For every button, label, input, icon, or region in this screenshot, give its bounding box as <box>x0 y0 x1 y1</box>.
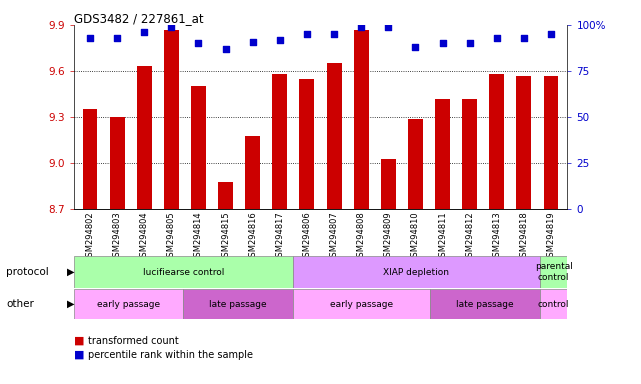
Text: ■: ■ <box>74 350 84 360</box>
Point <box>139 29 149 35</box>
Bar <box>137 66 152 209</box>
Text: GSM294803: GSM294803 <box>113 211 122 262</box>
Point <box>465 40 475 46</box>
Text: GSM294816: GSM294816 <box>248 211 257 262</box>
Point <box>302 31 312 37</box>
Point <box>437 40 447 46</box>
Text: GDS3482 / 227861_at: GDS3482 / 227861_at <box>74 12 203 25</box>
Text: GSM294805: GSM294805 <box>167 211 176 262</box>
Point <box>492 35 502 41</box>
Bar <box>544 76 558 209</box>
Text: early passage: early passage <box>97 300 160 309</box>
Bar <box>164 30 179 209</box>
Text: control: control <box>538 300 569 309</box>
Text: GSM294810: GSM294810 <box>411 211 420 262</box>
Bar <box>540 256 567 288</box>
Text: lucifiearse control: lucifiearse control <box>143 268 224 276</box>
Text: GSM294817: GSM294817 <box>276 211 285 262</box>
Bar <box>408 119 423 209</box>
Text: late passage: late passage <box>456 300 514 309</box>
Text: GSM294809: GSM294809 <box>384 211 393 262</box>
Point <box>85 35 95 41</box>
Point <box>519 35 529 41</box>
Text: GSM294819: GSM294819 <box>547 211 556 262</box>
Bar <box>299 79 314 209</box>
Text: late passage: late passage <box>210 300 267 309</box>
Text: early passage: early passage <box>330 300 393 309</box>
Text: ▶: ▶ <box>67 299 75 309</box>
Point <box>546 31 556 37</box>
Text: protocol: protocol <box>6 267 49 277</box>
Text: ▶: ▶ <box>67 267 75 277</box>
Point <box>275 36 285 43</box>
Bar <box>489 74 504 209</box>
Text: GSM294804: GSM294804 <box>140 211 149 262</box>
Bar <box>540 289 567 319</box>
Bar <box>246 136 260 209</box>
Text: GSM294814: GSM294814 <box>194 211 203 262</box>
Bar <box>272 74 287 209</box>
Point <box>356 24 366 30</box>
Text: ■: ■ <box>74 336 84 346</box>
Text: GSM294813: GSM294813 <box>492 211 501 262</box>
Point <box>329 31 339 37</box>
Point <box>247 38 258 45</box>
Point <box>383 24 394 30</box>
Bar <box>74 289 183 319</box>
Text: GSM294818: GSM294818 <box>519 211 528 262</box>
Point <box>410 44 420 50</box>
Bar <box>435 99 450 209</box>
Text: percentile rank within the sample: percentile rank within the sample <box>88 350 253 360</box>
Text: parental
control: parental control <box>535 262 572 282</box>
Text: other: other <box>6 299 34 309</box>
Bar <box>430 289 540 319</box>
Text: GSM294802: GSM294802 <box>85 211 94 262</box>
Bar <box>381 159 395 209</box>
Text: GSM294808: GSM294808 <box>356 211 365 262</box>
Point <box>194 40 204 46</box>
Bar <box>354 30 369 209</box>
Text: GSM294811: GSM294811 <box>438 211 447 262</box>
Bar <box>218 182 233 209</box>
Bar <box>293 289 430 319</box>
Text: XIAP depletion: XIAP depletion <box>383 268 449 276</box>
Text: transformed count: transformed count <box>88 336 179 346</box>
Bar <box>293 256 540 288</box>
Bar <box>191 86 206 209</box>
Bar <box>183 289 293 319</box>
Point <box>166 24 176 30</box>
Text: GSM294815: GSM294815 <box>221 211 230 262</box>
Text: GSM294812: GSM294812 <box>465 211 474 262</box>
Bar <box>83 109 97 209</box>
Text: GSM294807: GSM294807 <box>329 211 338 262</box>
Text: GSM294806: GSM294806 <box>303 211 312 262</box>
Bar <box>517 76 531 209</box>
Bar <box>327 63 342 209</box>
Bar <box>462 99 477 209</box>
Point <box>112 35 122 41</box>
Point <box>221 46 231 52</box>
Bar <box>74 256 293 288</box>
Bar <box>110 117 124 209</box>
